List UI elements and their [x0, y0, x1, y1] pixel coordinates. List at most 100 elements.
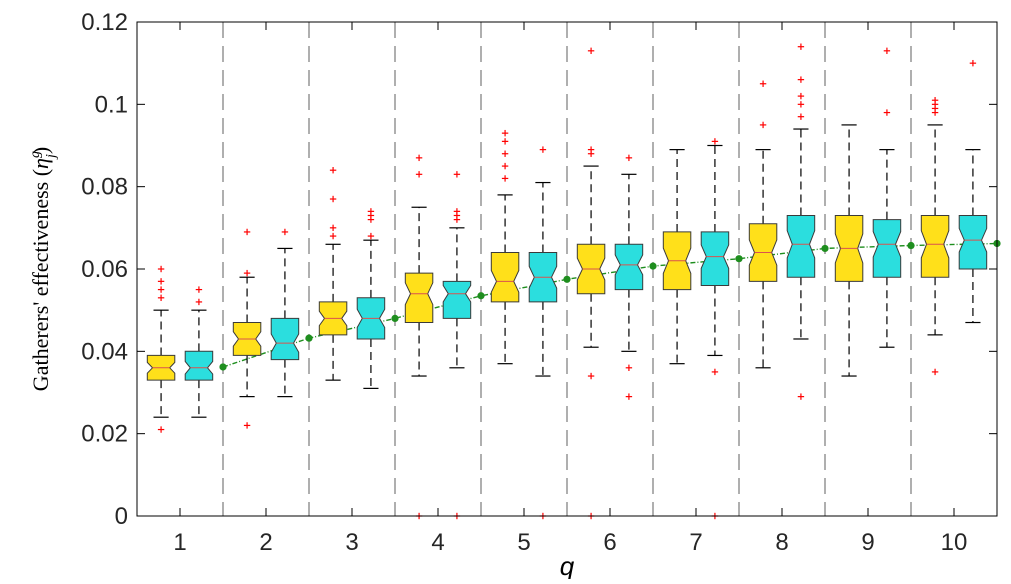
- y-axis-label-text: Gatherers' effectiveness (: [28, 169, 53, 391]
- outlier-marker: [587, 47, 595, 55]
- outlier-marker: [367, 208, 375, 215]
- x-tick-label: 1: [173, 529, 186, 556]
- outlier-marker: [711, 368, 719, 376]
- trend-point: [391, 314, 399, 322]
- trend-point: [477, 292, 485, 300]
- outlier-marker: [243, 422, 251, 429]
- outliers-group: [157, 43, 977, 520]
- y-tick-label: 0: [115, 503, 128, 530]
- box-series-1: [404, 272, 434, 323]
- trend-line-group: [222, 242, 998, 368]
- box-series-2: [184, 350, 214, 381]
- box-series-2: [270, 317, 300, 361]
- outlier-marker: [797, 393, 805, 400]
- outlier-marker: [759, 121, 767, 129]
- outlier-marker: [501, 175, 509, 182]
- outlier-marker: [157, 294, 165, 302]
- outlier-marker: [797, 101, 805, 108]
- x-axis-label: q: [560, 551, 575, 579]
- outlier-marker: [157, 426, 165, 433]
- trend-points-group: [219, 239, 1001, 371]
- x-tick-label: 10: [941, 529, 968, 556]
- outlier-marker: [157, 278, 165, 285]
- x-tick-label: 9: [861, 529, 874, 556]
- trend-point: [305, 334, 313, 342]
- y-axis-label-subscript: j: [44, 154, 59, 160]
- outlier-marker: [501, 138, 509, 145]
- outlier-marker: [329, 224, 337, 232]
- y-axis-label-close: ): [28, 147, 53, 154]
- x-tick-label: 2: [259, 529, 272, 556]
- outlier-marker: [625, 364, 633, 371]
- outlier-marker: [883, 47, 891, 55]
- outlier-marker: [501, 129, 509, 137]
- box-series-2: [958, 215, 988, 270]
- axes-group: 0 0.02 0.04 0.06 0.08 0.1 0.12 1 2 3 4 5 6 7 8 9 10: [81, 9, 997, 556]
- outlier-marker: [625, 393, 633, 400]
- outlier-marker: [243, 228, 251, 236]
- box-series-2: [786, 215, 816, 278]
- x-tick-label: 8: [775, 529, 788, 556]
- outlier-marker: [883, 109, 891, 116]
- outlier-marker: [157, 265, 165, 273]
- y-tick-label: 0.12: [81, 9, 128, 36]
- outlier-marker: [539, 146, 547, 153]
- trend-point: [735, 255, 743, 263]
- outlier-marker: [415, 171, 423, 178]
- y-tick-label: 0.1: [95, 91, 128, 118]
- box-series-2: [872, 219, 902, 278]
- box-series-2: [614, 243, 644, 291]
- trend-line: [222, 242, 998, 368]
- box-series-2: [442, 280, 472, 319]
- outlier-marker: [587, 372, 595, 380]
- outlier-marker: [711, 138, 719, 145]
- x-tick-label: 3: [345, 529, 358, 556]
- outlier-marker: [797, 43, 805, 50]
- y-tick-label: 0.02: [81, 421, 128, 448]
- outlier-marker: [367, 232, 375, 240]
- outlier-marker: [797, 76, 805, 83]
- outlier-marker: [759, 80, 767, 87]
- outlier-marker: [453, 208, 461, 215]
- outlier-marker: [969, 59, 977, 67]
- trend-point: [907, 241, 915, 250]
- outlier-marker: [931, 97, 939, 104]
- trend-point: [649, 262, 657, 270]
- box-series-1: [920, 215, 950, 278]
- y-axis-label-symbol: η: [28, 158, 53, 169]
- outlier-marker: [415, 154, 423, 162]
- outlier-marker: [281, 228, 289, 236]
- outlier-marker: [195, 286, 203, 293]
- x-tick-label: 5: [517, 529, 530, 556]
- trend-point: [821, 244, 829, 253]
- y-axis-label-superscript: g: [28, 151, 43, 158]
- y-axis-label: Gatherers' effectiveness (ηgj): [28, 147, 59, 391]
- box-series-1: [490, 252, 520, 303]
- outlier-marker: [329, 232, 337, 240]
- outlier-marker: [243, 269, 251, 277]
- outlier-marker: [797, 113, 805, 120]
- outlier-marker: [329, 167, 337, 174]
- x-tick-label: 6: [603, 529, 616, 556]
- outlier-marker: [931, 368, 939, 376]
- y-tick-label: 0.04: [81, 338, 128, 365]
- x-tick-label: 4: [431, 529, 444, 556]
- box-series-2: [700, 231, 730, 286]
- x-tick-label: 7: [689, 529, 702, 556]
- outlier-marker: [329, 195, 337, 203]
- outlier-marker: [797, 92, 805, 100]
- outlier-marker: [195, 298, 203, 306]
- outlier-marker: [157, 286, 165, 293]
- trend-point: [219, 363, 227, 371]
- y-tick-label: 0.06: [81, 256, 128, 283]
- outlier-marker: [625, 154, 633, 162]
- boxes-group: [146, 124, 988, 418]
- outlier-marker: [501, 150, 509, 157]
- y-tick-label: 0.08: [81, 174, 128, 201]
- outlier-marker: [453, 171, 461, 178]
- outlier-marker: [587, 146, 595, 153]
- outlier-marker: [501, 162, 509, 170]
- trend-point: [563, 275, 571, 283]
